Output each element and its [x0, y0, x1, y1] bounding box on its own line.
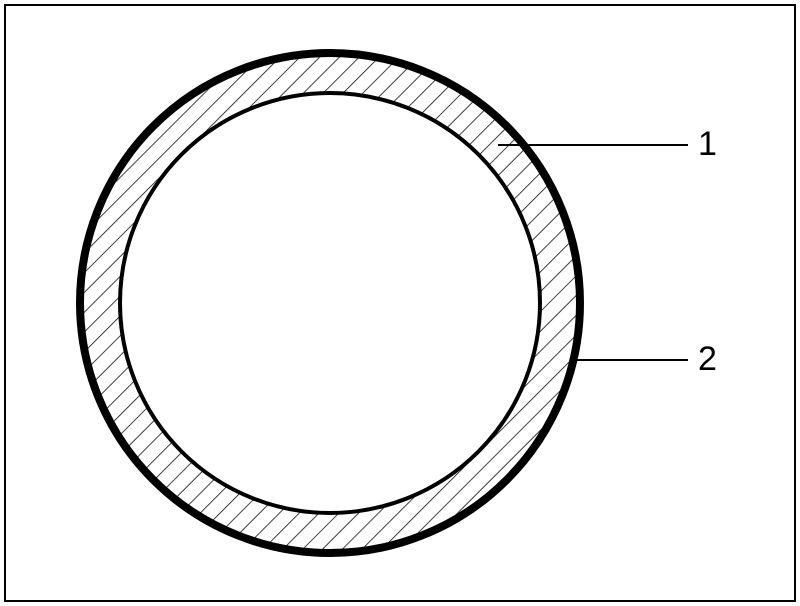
diagram-canvas: 12	[0, 0, 800, 606]
label-1-text: 1	[698, 125, 717, 163]
label-2: 2	[571, 340, 717, 378]
label-2-text: 2	[698, 340, 717, 378]
ring-cross-section	[80, 53, 580, 553]
